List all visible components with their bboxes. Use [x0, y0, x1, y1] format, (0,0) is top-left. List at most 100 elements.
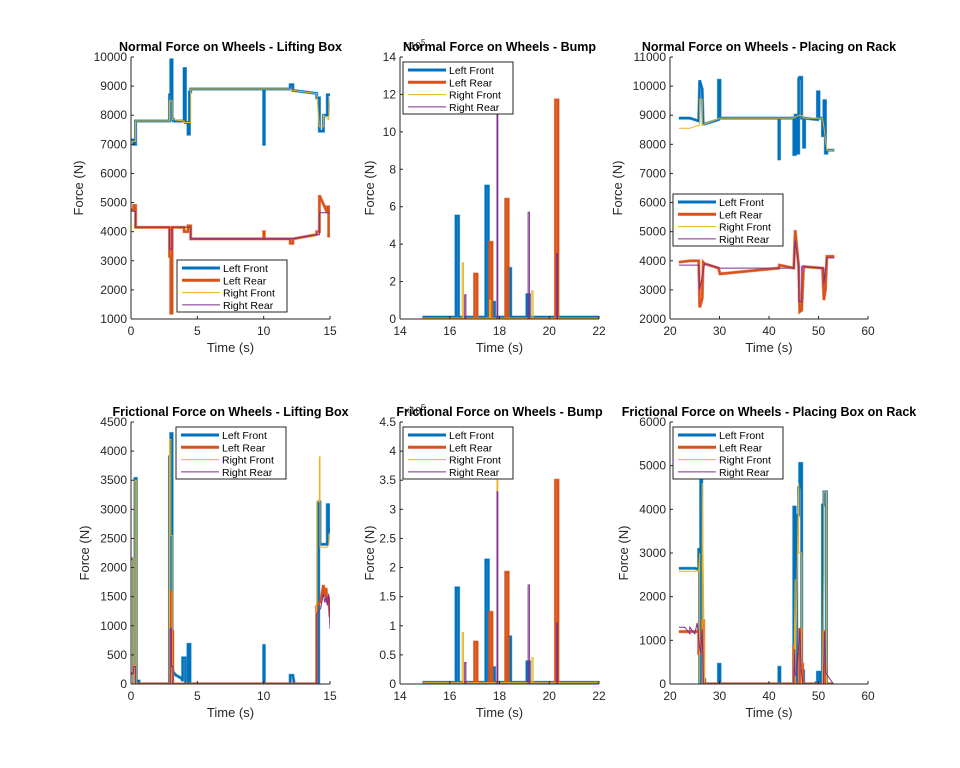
y-tick-label: 5000 — [639, 459, 666, 473]
y-exponent-label: ×105 — [404, 38, 426, 52]
y-tick-label: 5000 — [639, 225, 666, 239]
y-tick-label: 7000 — [639, 166, 666, 180]
series-halo-left-rear — [131, 584, 330, 684]
y-tick-label: 4.5 — [379, 415, 396, 429]
y-tick-label: 0 — [389, 677, 396, 691]
x-axis-label: Time (s) — [745, 340, 792, 355]
legend-item: Right Front — [678, 222, 771, 234]
x-tick-label: 16 — [443, 324, 457, 338]
series-line-left-rear — [131, 584, 330, 684]
y-tick-label: 10 — [383, 125, 397, 139]
legend-item: Right Rear — [678, 234, 770, 246]
legend-item: Right Front — [678, 455, 771, 467]
x-tick-label: 14 — [393, 324, 407, 338]
x-tick-label: 5 — [194, 689, 201, 703]
x-tick-label: 20 — [663, 689, 677, 703]
series-line-left-rear — [422, 479, 599, 684]
y-tick-label: 6 — [389, 200, 396, 214]
legend-item: Left Rear — [678, 209, 763, 221]
y-tick-label: 0.5 — [379, 648, 396, 662]
y-axis-label: Force (N) — [362, 161, 377, 216]
legend-label: Right Rear — [449, 467, 500, 479]
series-halo-left-front — [131, 58, 330, 146]
legend-label: Left Rear — [223, 275, 267, 287]
legend-label: Right Front — [222, 455, 274, 467]
series-line-right-rear — [131, 210, 330, 250]
x-tick-label: 0 — [128, 689, 135, 703]
legend-item: Left Rear — [181, 442, 266, 454]
y-tick-label: 6000 — [639, 415, 666, 429]
series-line-right-rear — [131, 593, 330, 684]
plot-area — [422, 478, 599, 684]
x-tick-label: 50 — [812, 689, 826, 703]
x-axis-label: Time (s) — [476, 340, 523, 355]
y-tick-label: 3000 — [639, 283, 666, 297]
y-tick-label: 2 — [389, 561, 396, 575]
y-tick-label: 4000 — [100, 444, 127, 458]
subplot-1: 0 5 10 15 1000 2000 3000 4000 5000 6000 7000 8000 90… — [71, 40, 342, 355]
y-tick-label: 2000 — [100, 561, 127, 575]
chart-title: Normal Force on Wheels - Placing on Rack — [642, 40, 896, 54]
x-tick-label: 22 — [592, 689, 606, 703]
x-tick-label: 22 — [592, 324, 606, 338]
y-tick-label: 2 — [389, 275, 396, 289]
legend-item: Left Rear — [678, 442, 763, 454]
series-line-right-front — [678, 98, 835, 151]
chart-title: Frictional Force on Wheels - Bump — [396, 405, 603, 419]
x-axis-label: Time (s) — [745, 705, 792, 720]
x-tick-label: 20 — [663, 324, 677, 338]
plot-area — [422, 98, 599, 319]
legend-label: Left Rear — [449, 442, 493, 454]
legend-label: Right Rear — [223, 300, 274, 312]
y-tick-label: 14 — [383, 50, 397, 64]
y-tick-label: 3000 — [100, 254, 127, 268]
legend-label: Left Front — [223, 263, 268, 275]
y-tick-label: 10000 — [633, 79, 667, 93]
legend-label: Right Front — [449, 90, 501, 102]
y-tick-label: 0 — [120, 677, 127, 691]
x-tick-label: 18 — [493, 324, 507, 338]
legend-item: Right Rear — [408, 102, 500, 114]
y-tick-label: 2000 — [639, 590, 666, 604]
series-line-right-front — [422, 262, 599, 319]
legend-item: Right Rear — [678, 467, 770, 479]
y-tick-label: 3000 — [100, 502, 127, 516]
legend-item: Left Rear — [408, 77, 493, 89]
legend-item: Right Rear — [408, 467, 500, 479]
legend-label: Right Front — [449, 455, 501, 467]
y-tick-label: 6000 — [639, 196, 666, 210]
legend-label: Left Front — [719, 430, 764, 442]
series-line-left-front — [131, 58, 330, 146]
y-tick-label: 4000 — [639, 502, 666, 516]
y-tick-label: 4000 — [100, 225, 127, 239]
y-tick-label: 12 — [383, 87, 397, 101]
legend-label: Left Front — [449, 65, 494, 77]
series-line-right-rear — [678, 240, 835, 302]
legend-label: Left Front — [449, 430, 494, 442]
y-tick-label: 1500 — [100, 590, 127, 604]
legend-label: Left Front — [222, 430, 267, 442]
x-tick-label: 60 — [861, 689, 875, 703]
legend-item: Left Front — [182, 263, 268, 275]
y-tick-label: 8000 — [639, 137, 666, 151]
legend-item: Right Front — [408, 455, 501, 467]
legend-item: Right Rear — [181, 467, 273, 479]
legend-label: Right Front — [223, 288, 275, 300]
y-tick-label: 1000 — [639, 633, 666, 647]
y-tick-label: 3500 — [100, 473, 127, 487]
x-tick-label: 15 — [323, 324, 337, 338]
subplot-4: 0 5 10 15 0 500 1000 1500 2000 2500 3000 3500 4000 45… — [77, 405, 349, 720]
y-tick-label: 0 — [659, 677, 666, 691]
x-tick-label: 10 — [257, 324, 271, 338]
y-tick-label: 8 — [389, 162, 396, 176]
y-tick-label: 4 — [389, 444, 396, 458]
y-tick-label: 4000 — [639, 254, 666, 268]
y-axis-label: Force (N) — [77, 526, 92, 581]
legend-label: Right Front — [719, 455, 771, 467]
legend-item: Left Rear — [408, 442, 493, 454]
y-axis-label: Force (N) — [616, 526, 631, 581]
x-axis-label: Time (s) — [476, 705, 523, 720]
series-line-right-rear — [422, 491, 599, 684]
chart-title: Normal Force on Wheels - Bump — [403, 40, 596, 54]
